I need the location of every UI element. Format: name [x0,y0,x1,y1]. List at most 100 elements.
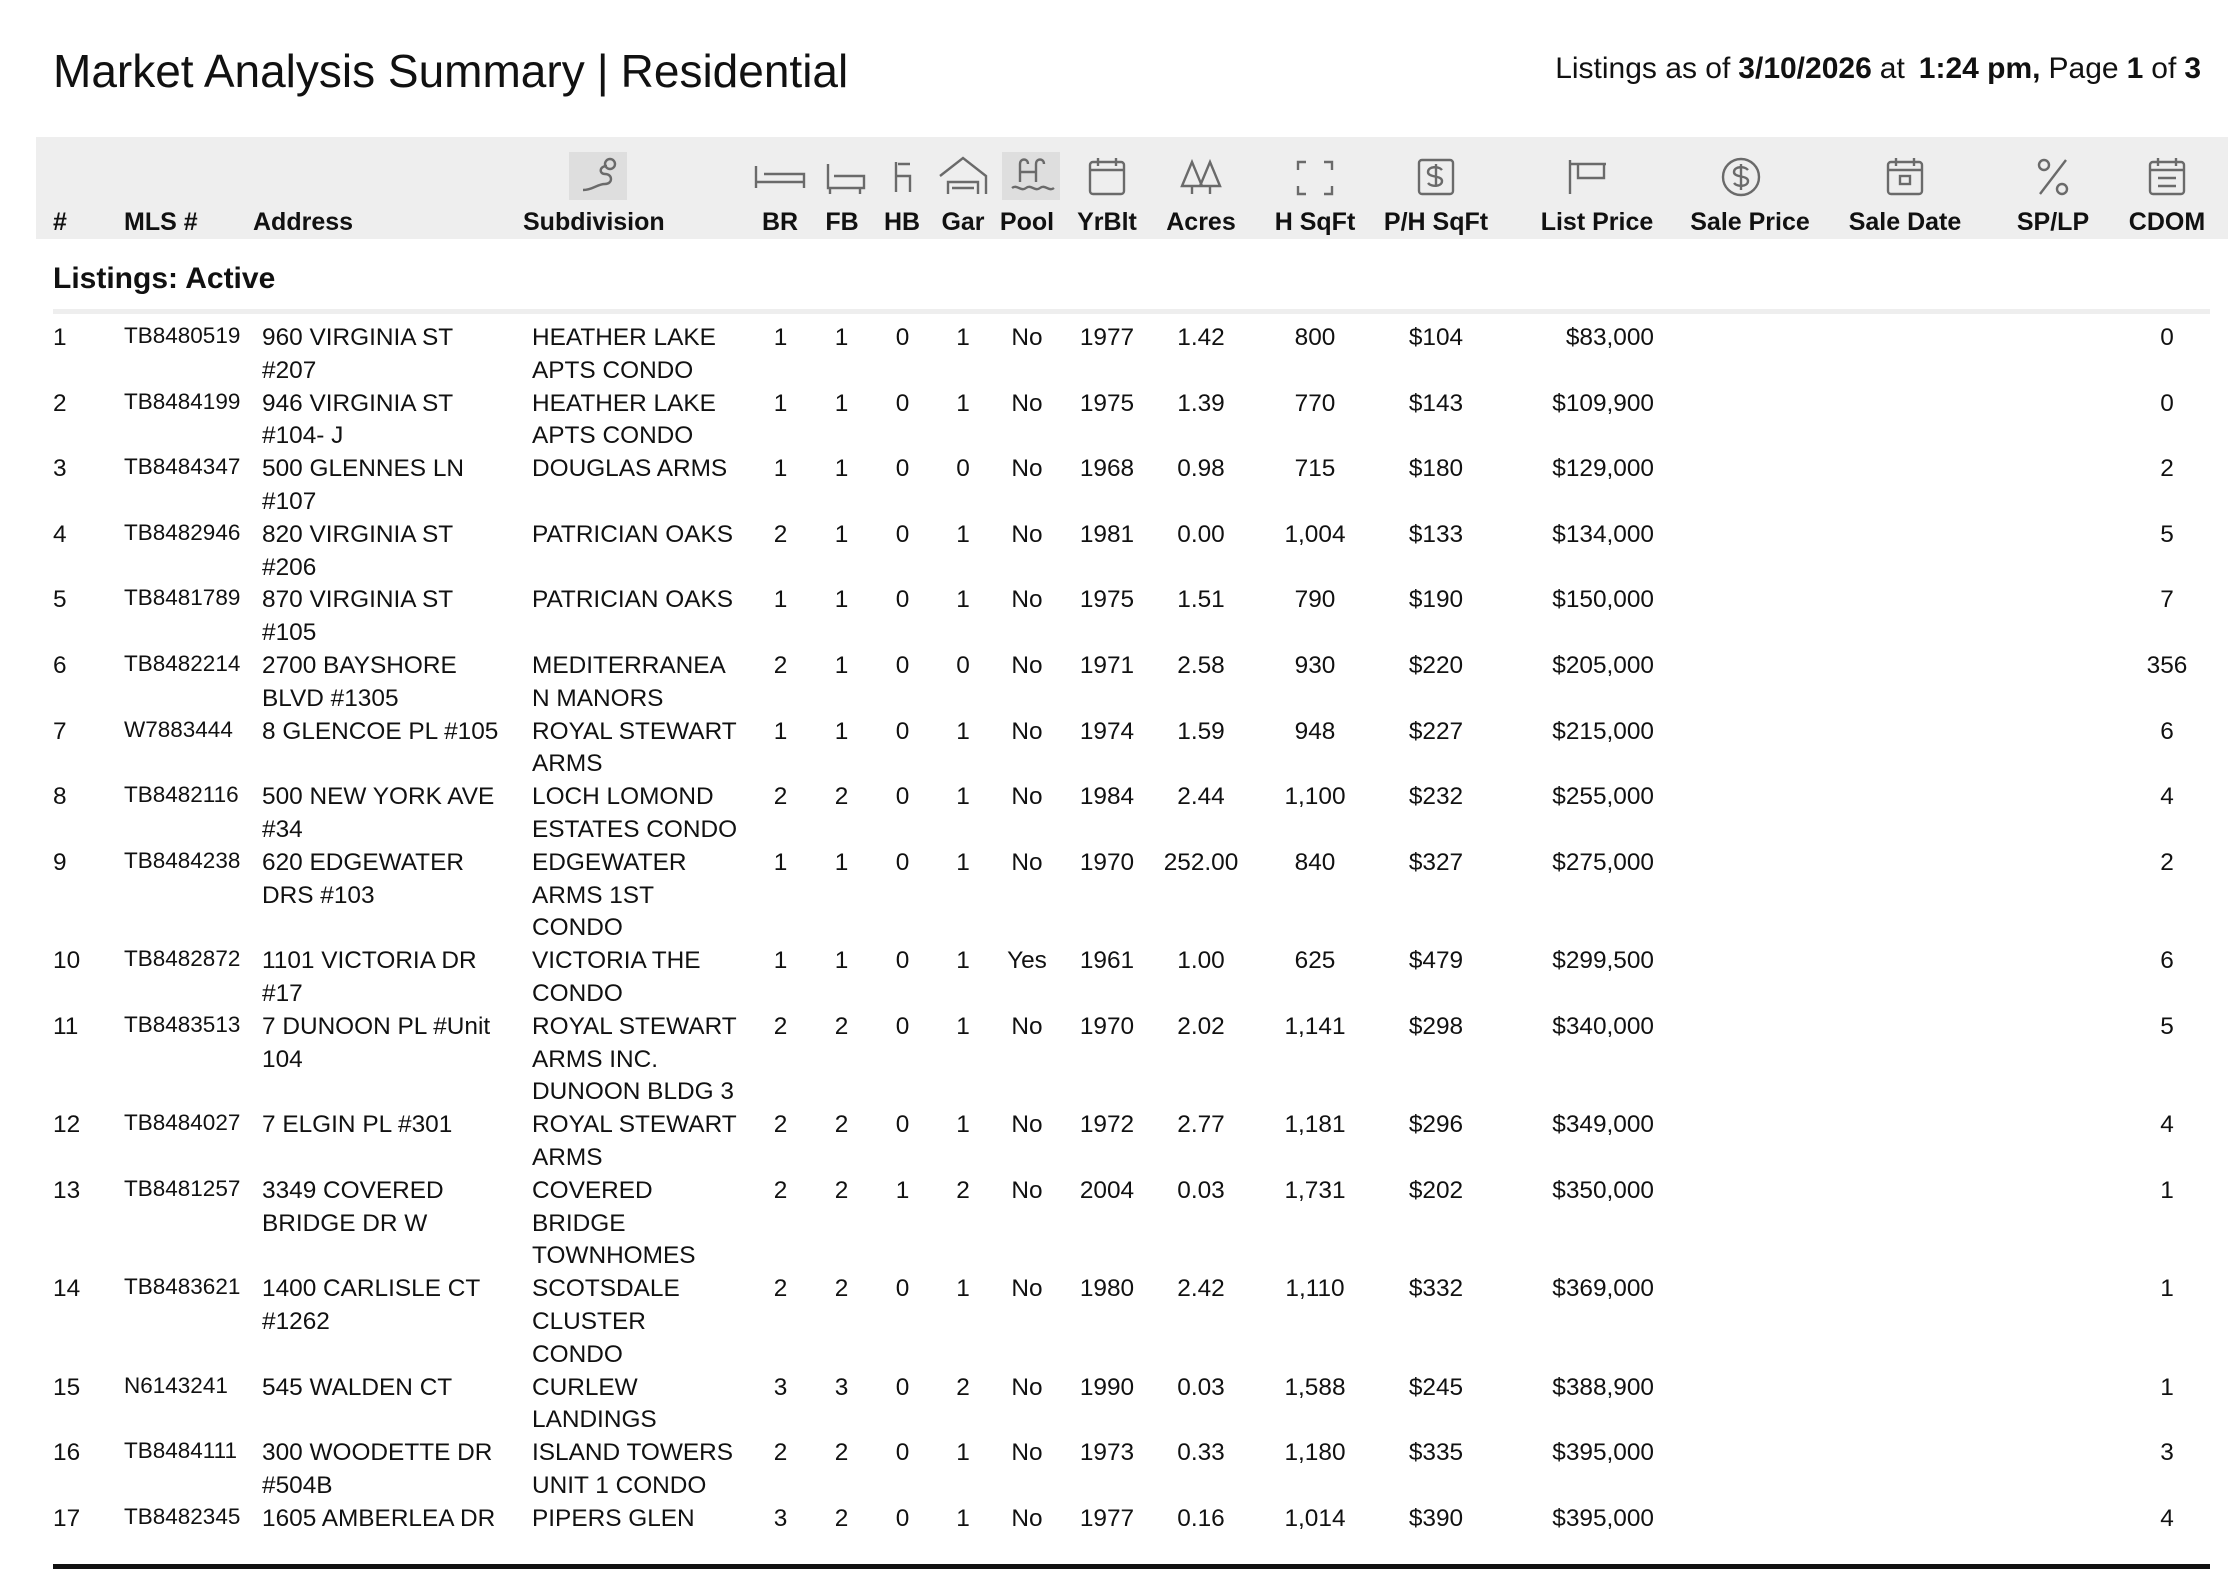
listing-row: 9 TB8484238 620 EDGEWATER DRS #103 EDGEWATE… [53,847,2227,945]
cell-hsqft: 1,180 [1284,1439,1346,1467]
cell-hb: 0 [895,586,910,614]
cell-subdivision: COVERED BRIDGE TOWNHOMES [532,1176,696,1270]
cell-cdom: 356 [2146,651,2188,679]
cell-yrblt: 1961 [1079,947,1135,975]
cell-num: 1 [53,324,67,351]
cell-yrblt: 2004 [1079,1176,1135,1204]
divider [53,309,2210,314]
cell-list-price: $109,900 [1552,389,1654,417]
cell-fb: 1 [834,389,849,417]
cell-acres: 2.02 [1177,1012,1225,1040]
cell-pool: No [1011,783,1043,811]
cell-num: 4 [53,520,67,548]
cell-hsqft: 1,100 [1284,783,1346,811]
cell-gar: 1 [956,1439,970,1467]
spacer [1654,1503,2107,1536]
column-header: Address [253,208,354,236]
cell-list-price: $150,000 [1552,586,1654,614]
bed-icon [754,166,806,188]
cell-subdivision: DOUGLAS ARMS [532,455,728,483]
cell-hsqft: 1,588 [1284,1373,1346,1401]
cell-hsqft: 1,731 [1284,1176,1346,1204]
cell-pool: No [1011,848,1043,876]
cell-cdom: 1 [2160,1373,2174,1401]
cell-subdivision: ROYAL STEWART ARMS [532,717,737,778]
cell-ph-sqft: $479 [1408,947,1464,975]
spacer [1654,1437,2107,1503]
listing-row: 8 TB8482116 500 NEW YORK AVE #34 LOCH LOMON… [53,781,2227,847]
column-header: H SqFt [1274,208,1356,236]
cell-hsqft: 625 [1294,947,1336,975]
cell-gar: 2 [956,1176,970,1204]
cell-hb: 0 [895,324,910,351]
column-header: HB [883,208,921,236]
cell-mls: TB8482214 [124,650,241,676]
cell-acres: 0.33 [1177,1439,1225,1467]
subdivision-icon [603,157,617,171]
column-header: Subdivision [523,208,665,236]
cell-yrblt: 1971 [1079,651,1135,679]
cell-num: 6 [53,651,67,679]
cell-list-price: $388,900 [1552,1373,1654,1401]
cell-br: 1 [773,586,788,614]
cell-acres: 1.59 [1177,717,1225,745]
sale-date-icon [1886,160,1924,196]
cell-gar: 1 [956,783,970,811]
cell-num: 12 [53,1111,81,1139]
cell-subdivision: VICTORIA THE CONDO [532,947,701,1007]
cell-address: 870 VIRGINIA ST #105 [262,586,453,647]
cell-subdivision: PATRICIAN OAKS [532,520,734,548]
listing-row: 15 N6143241 545 WALDEN CT CURLEW LANDINGS 3 3… [53,1372,2227,1438]
cell-num: 7 [53,717,67,745]
cell-address: 946 VIRGINIA ST #104- J [262,389,453,450]
calendar-icon [1090,158,1124,172]
report-type: Residential [620,45,849,97]
listing-row: 2 TB8484199 946 VIRGINIA ST #104- J HEATHER… [53,388,2227,454]
cell-hb: 0 [895,1275,910,1303]
cell-hb: 0 [895,520,910,548]
cell-address: 300 WOODETTE DR #504B [262,1439,493,1499]
cell-acres: 1.00 [1177,947,1225,975]
cell-yrblt: 1981 [1079,520,1135,548]
spacer [1654,1175,2107,1273]
sale-price-icon [1732,164,1750,190]
cell-br: 1 [773,389,788,417]
cell-yrblt: 1975 [1079,586,1135,614]
column-header: Sale Date [1848,208,1962,236]
listing-row: 12 TB8484027 7 ELGIN PL #301 ROYAL STEWART … [53,1109,2227,1175]
cell-hsqft: 800 [1294,324,1336,351]
sale-price-icon [1721,157,1761,197]
spacer [1654,1372,2107,1438]
cell-subdivision: MEDITERRANEAN MANORS [532,651,726,712]
cell-pool: No [1011,1176,1043,1204]
cell-hsqft: 840 [1294,848,1336,876]
cell-ph-sqft: $220 [1408,651,1464,679]
cell-subdivision: LOCH LOMOND ESTATES CONDO [532,783,738,843]
cell-mls: TB8481789 [124,585,241,611]
cell-pool: No [1011,586,1043,614]
cell-subdivision: SCOTSDALE CLUSTER CONDO [532,1275,680,1368]
column-header: # [53,208,67,236]
cell-fb: 1 [834,651,849,679]
cell-ph-sqft: $202 [1408,1176,1464,1204]
cell-subdivision: HEATHER LAKE APTS CONDO [532,389,716,450]
column-icons [569,152,2186,200]
column-header: Gar [941,208,985,236]
cell-address: 545 WALDEN CT [262,1373,453,1401]
spacer [1654,847,2107,945]
cell-subdivision: PATRICIAN OAKS [532,586,734,614]
cell-yrblt: 1990 [1079,1373,1135,1401]
cell-pool: No [1011,651,1043,679]
cell-yrblt: 1974 [1079,717,1135,745]
cell-mls: TB8480519 [124,323,241,348]
cell-fb: 2 [834,783,849,811]
cell-hb: 0 [895,1373,910,1401]
cell-pool: No [1011,324,1043,351]
cell-hsqft: 715 [1294,455,1336,483]
cell-num: 10 [53,947,81,975]
cell-mls: TB8484027 [124,1110,241,1136]
cell-acres: 1.51 [1177,586,1225,614]
cell-yrblt: 1970 [1079,1012,1135,1040]
cell-num: 14 [53,1275,81,1303]
